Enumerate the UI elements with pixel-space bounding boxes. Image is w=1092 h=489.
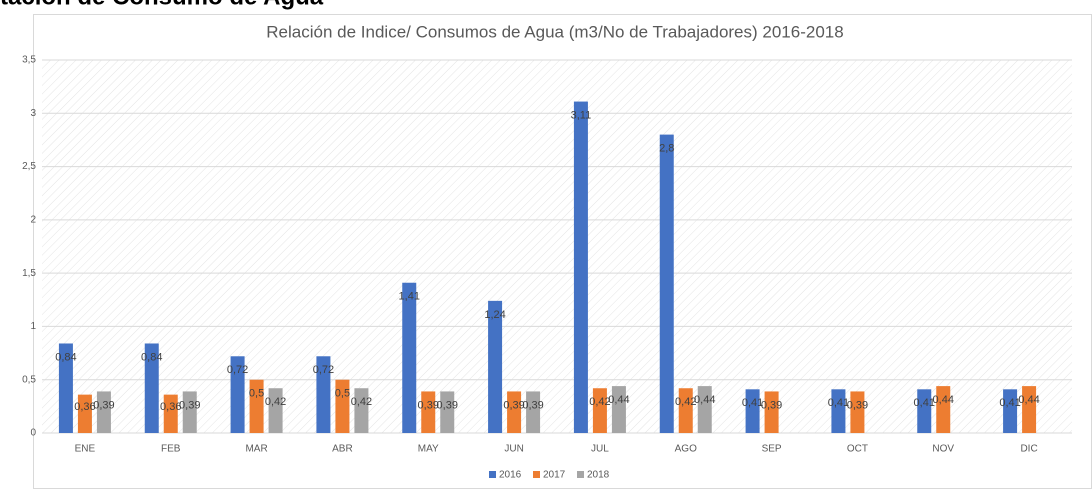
- data-label: 0,41: [742, 397, 763, 409]
- x-tick-label: DIC: [1020, 444, 1037, 455]
- bar: [507, 391, 522, 433]
- bar: [77, 394, 92, 433]
- data-label: 0,39: [418, 399, 439, 411]
- chart-title: Relación de Indice/ Consumos de Agua (m3…: [266, 22, 843, 41]
- data-label: 0,41: [828, 397, 849, 409]
- x-tick-label: JUL: [591, 444, 609, 455]
- data-label: 0,39: [437, 399, 458, 411]
- data-label: 0,44: [1018, 394, 1039, 406]
- y-tick-label: 0: [30, 428, 36, 439]
- y-tick-label: 1,5: [22, 268, 36, 279]
- bar: [354, 388, 369, 433]
- bar: [58, 343, 73, 433]
- bar: [659, 134, 674, 433]
- data-label: 0,39: [503, 399, 524, 411]
- y-tick-label: 0,5: [22, 374, 36, 385]
- bar: [1022, 386, 1037, 433]
- y-tick-label: 2,5: [22, 161, 36, 172]
- x-tick-label: MAY: [418, 444, 439, 455]
- bar: [573, 101, 588, 433]
- data-label: 0,42: [351, 396, 372, 408]
- x-tick-label: FEB: [161, 444, 181, 455]
- data-label: 0,72: [227, 364, 248, 376]
- x-tick-label: AGO: [675, 444, 697, 455]
- bar: [1003, 389, 1018, 433]
- bar: [402, 282, 417, 433]
- bar: [335, 379, 350, 433]
- data-label: 0,39: [522, 399, 543, 411]
- data-label: 0,39: [179, 399, 200, 411]
- bar: [268, 388, 283, 433]
- bar: [678, 388, 693, 433]
- bar: [96, 391, 111, 433]
- legend-swatch: [533, 471, 540, 478]
- data-label: 0,36: [160, 401, 181, 413]
- data-label: 0,42: [675, 396, 696, 408]
- bar: [611, 386, 626, 433]
- bar: [936, 386, 951, 433]
- data-label: 0,72: [313, 364, 334, 376]
- data-label: 0,39: [93, 399, 114, 411]
- bar: [144, 343, 159, 433]
- data-label: 0,5: [249, 388, 264, 400]
- bar: [526, 391, 541, 433]
- bar: [230, 356, 245, 433]
- bar: [163, 394, 178, 433]
- legend-swatch: [577, 471, 584, 478]
- bar: [745, 389, 760, 433]
- data-label: 0,5: [335, 388, 350, 400]
- data-label: 1,24: [484, 309, 505, 321]
- data-label: 0,42: [589, 396, 610, 408]
- x-tick-label: ENE: [75, 444, 96, 455]
- data-label: 0,39: [761, 399, 782, 411]
- x-tick-label: MAR: [245, 444, 267, 455]
- bar: [249, 379, 264, 433]
- bar: [917, 389, 932, 433]
- plot-area: [42, 60, 1072, 433]
- x-tick-label: NOV: [932, 444, 954, 455]
- y-tick-label: 1: [30, 321, 36, 332]
- data-label: 0,36: [74, 401, 95, 413]
- data-label: 0,41: [914, 397, 935, 409]
- data-label: 0,42: [265, 396, 286, 408]
- data-label: 1,41: [399, 291, 420, 303]
- bar: [592, 388, 607, 433]
- bar: [488, 300, 503, 433]
- bar: [182, 391, 197, 433]
- data-label: 0,39: [847, 399, 868, 411]
- legend-label: 2018: [587, 470, 610, 481]
- y-tick-label: 2: [30, 214, 36, 225]
- data-label: 0,41: [999, 397, 1020, 409]
- data-label: 0,44: [933, 394, 954, 406]
- x-tick-label: SEP: [762, 444, 782, 455]
- page-header: tación de Consumo de Agua: [0, 0, 324, 10]
- x-tick-label: ABR: [332, 444, 353, 455]
- legend-label: 2016: [499, 470, 522, 481]
- x-tick-label: OCT: [847, 444, 868, 455]
- data-label: 2,8: [659, 143, 674, 155]
- bar: [850, 391, 865, 433]
- bar: [421, 391, 436, 433]
- data-label: 3,11: [571, 109, 592, 121]
- bar: [764, 391, 779, 433]
- y-tick-label: 3,5: [22, 55, 36, 66]
- x-tick-label: JUN: [504, 444, 523, 455]
- data-label: 0,84: [141, 351, 162, 363]
- bar: [316, 356, 331, 433]
- bar: [697, 386, 712, 433]
- bar: [440, 391, 455, 433]
- bar: [831, 389, 846, 433]
- data-label: 0,44: [694, 394, 715, 406]
- legend-swatch: [489, 471, 496, 478]
- y-tick-label: 3: [30, 108, 36, 119]
- data-label: 0,44: [608, 394, 629, 406]
- legend-label: 2017: [543, 470, 566, 481]
- data-label: 0,84: [55, 351, 76, 363]
